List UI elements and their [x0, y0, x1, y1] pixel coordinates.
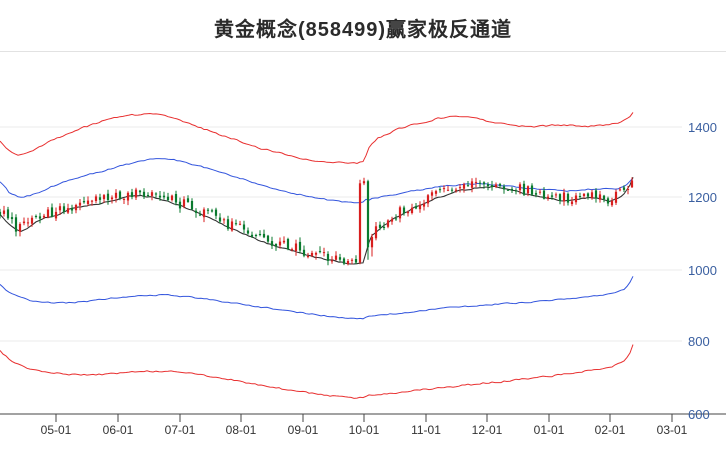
svg-text:1400: 1400 [688, 120, 717, 135]
svg-text:10-01: 10-01 [349, 423, 380, 437]
svg-text:08-01: 08-01 [226, 423, 257, 437]
svg-text:1000: 1000 [688, 263, 717, 278]
svg-text:07-01: 07-01 [165, 423, 196, 437]
svg-text:03-01: 03-01 [657, 423, 688, 437]
svg-text:01-01: 01-01 [534, 423, 565, 437]
svg-text:11-01: 11-01 [411, 423, 441, 437]
svg-text:12-01: 12-01 [472, 423, 503, 437]
svg-text:06-01: 06-01 [103, 423, 134, 437]
svg-text:600: 600 [688, 407, 710, 422]
svg-text:05-01: 05-01 [41, 423, 72, 437]
svg-text:1200: 1200 [688, 190, 717, 205]
svg-text:09-01: 09-01 [288, 423, 319, 437]
svg-text:02-01: 02-01 [595, 423, 626, 437]
svg-text:800: 800 [688, 334, 710, 349]
